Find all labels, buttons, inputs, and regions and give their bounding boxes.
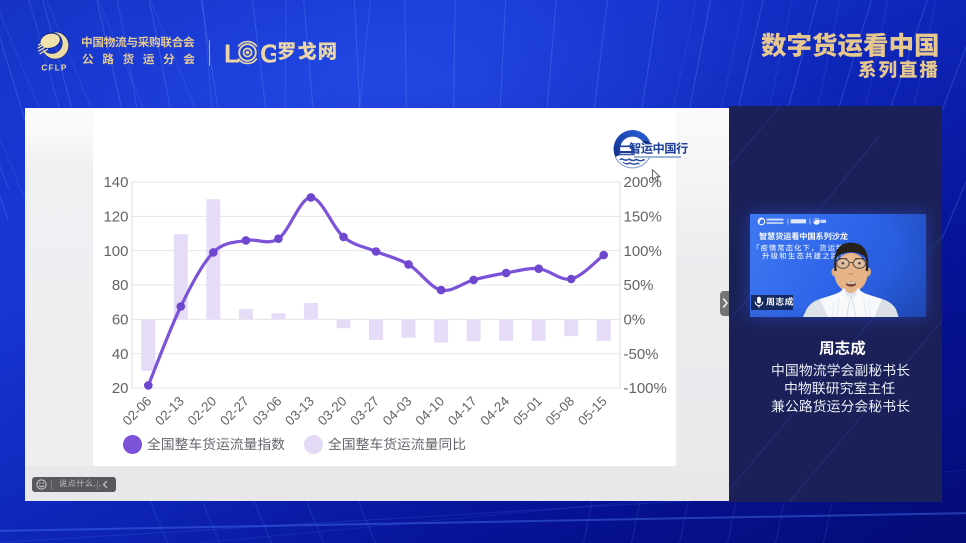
svg-text:05-01: 05-01: [510, 394, 545, 429]
svg-text:03-20: 03-20: [315, 394, 350, 429]
svg-text:02-27: 02-27: [217, 394, 252, 429]
svg-text:L: L: [224, 39, 240, 69]
svg-text:CFLP: CFLP: [41, 64, 67, 73]
svg-text:-100%: -100%: [624, 380, 667, 397]
svg-text:02-06: 02-06: [120, 394, 155, 429]
svg-text:20: 20: [112, 380, 129, 397]
svg-text:150%: 150%: [624, 209, 662, 226]
svg-text:100: 100: [103, 243, 128, 260]
svg-text:03-13: 03-13: [282, 394, 317, 429]
svg-text:02-20: 02-20: [185, 394, 220, 429]
svg-text:100%: 100%: [624, 243, 662, 260]
svg-text:05-15: 05-15: [575, 394, 610, 429]
svg-text:120: 120: [103, 209, 128, 226]
svg-text:04-10: 04-10: [412, 394, 447, 429]
svg-text:05-08: 05-08: [542, 394, 577, 429]
svg-text:50%: 50%: [624, 277, 654, 294]
svg-text:G: G: [260, 39, 276, 69]
svg-text:-50%: -50%: [624, 346, 659, 363]
svg-text:04-24: 04-24: [477, 393, 512, 428]
svg-text:0%: 0%: [624, 312, 646, 329]
svg-text:60: 60: [112, 312, 129, 329]
svg-text:40: 40: [112, 346, 129, 363]
svg-text:04-03: 04-03: [380, 394, 415, 429]
svg-text:140: 140: [103, 174, 128, 191]
svg-text:03-27: 03-27: [347, 394, 382, 429]
svg-text:80: 80: [112, 277, 129, 294]
svg-text:02-13: 02-13: [152, 394, 187, 429]
svg-text:04-17: 04-17: [445, 394, 480, 429]
svg-text:03-06: 03-06: [250, 394, 285, 429]
